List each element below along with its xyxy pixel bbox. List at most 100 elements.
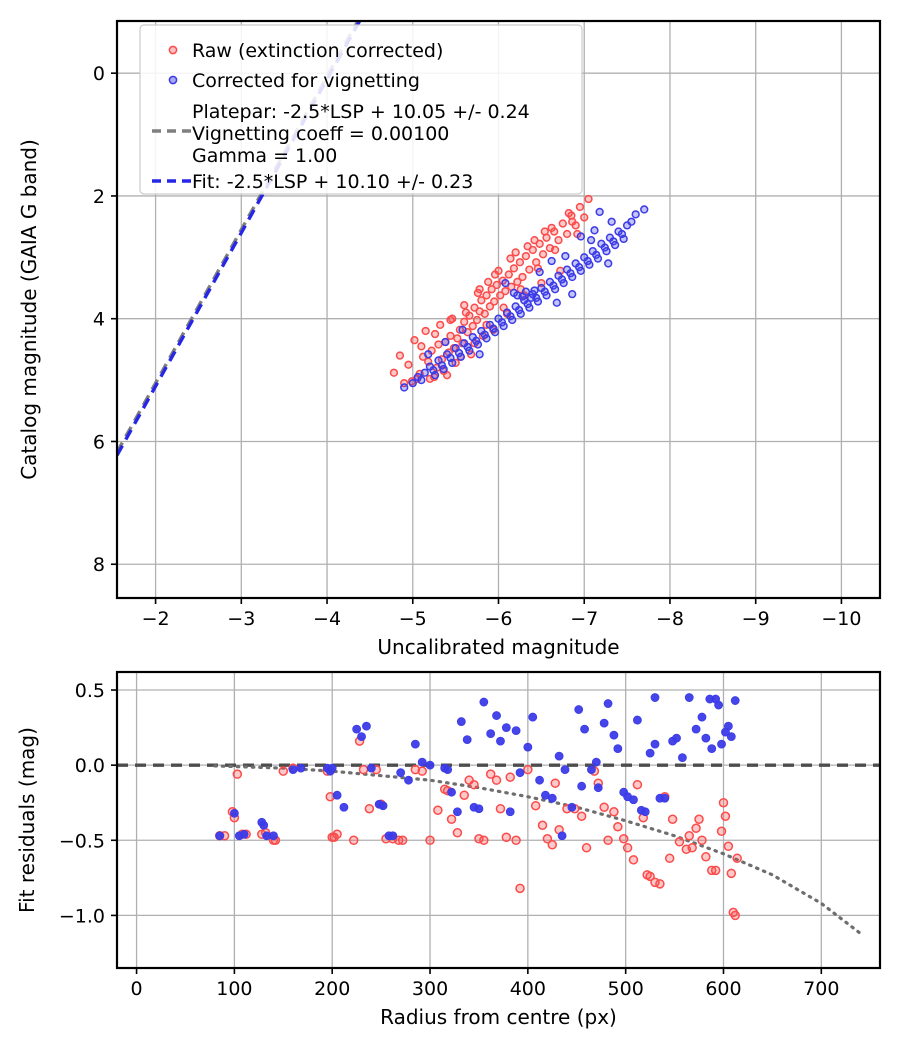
data-point bbox=[580, 213, 589, 222]
data-point bbox=[513, 277, 522, 287]
data-point bbox=[388, 831, 398, 841]
data-point bbox=[684, 831, 694, 841]
legend-label-gamma: Gamma = 1.00 bbox=[192, 145, 337, 167]
legend-label-vignetting-coeff: Vignetting coeff = 0.00100 bbox=[192, 123, 449, 145]
data-point bbox=[603, 699, 613, 708]
data-point bbox=[472, 336, 481, 345]
data-point bbox=[505, 772, 515, 782]
x-tick-label: −10 bbox=[821, 608, 861, 630]
gridlines bbox=[117, 672, 880, 968]
data-point bbox=[259, 820, 269, 830]
x-tick-label: 500 bbox=[608, 978, 644, 1000]
data-point bbox=[232, 769, 243, 779]
line-fit-2-5-lsp-10-10-0-23 bbox=[117, 21, 362, 457]
data-point bbox=[701, 852, 711, 862]
data-point bbox=[714, 700, 723, 710]
data-point bbox=[468, 321, 477, 331]
data-point bbox=[278, 766, 289, 776]
data-point bbox=[446, 353, 455, 363]
data-point bbox=[491, 775, 502, 785]
data-point bbox=[584, 194, 593, 204]
data-point bbox=[459, 790, 470, 800]
data-point bbox=[587, 765, 596, 775]
data-point bbox=[480, 309, 489, 318]
data-point bbox=[697, 835, 707, 846]
data-point bbox=[581, 843, 592, 853]
data-point bbox=[515, 258, 525, 267]
data-point bbox=[523, 742, 533, 752]
data-point bbox=[557, 831, 567, 841]
data-point bbox=[480, 330, 489, 339]
data-point bbox=[497, 318, 507, 327]
data-point bbox=[506, 312, 515, 321]
data-point bbox=[552, 298, 561, 307]
data-point bbox=[496, 736, 505, 746]
data-point bbox=[537, 820, 548, 831]
data-point bbox=[701, 733, 711, 743]
data-point bbox=[352, 724, 362, 734]
data-point bbox=[603, 835, 613, 846]
data-point bbox=[460, 301, 469, 310]
data-point bbox=[687, 843, 697, 853]
data-point bbox=[554, 235, 563, 245]
data-point bbox=[604, 259, 613, 268]
data-point bbox=[490, 270, 500, 279]
data-point bbox=[540, 287, 549, 296]
data-point bbox=[296, 763, 306, 773]
data-point bbox=[501, 723, 511, 732]
data-point bbox=[425, 835, 435, 846]
data-point bbox=[421, 326, 430, 336]
data-point bbox=[453, 807, 462, 817]
data-point bbox=[496, 291, 505, 300]
data-point bbox=[469, 779, 479, 790]
data-point bbox=[523, 242, 532, 251]
data-point bbox=[442, 371, 452, 380]
data-point bbox=[567, 802, 577, 812]
data-point bbox=[540, 227, 549, 236]
data-point bbox=[425, 760, 435, 770]
data-point bbox=[655, 879, 665, 889]
data-point bbox=[576, 811, 587, 821]
y-tick-label: 0.0 bbox=[75, 755, 105, 777]
data-point bbox=[547, 223, 556, 233]
data-point bbox=[640, 807, 650, 817]
legend-label-corrected: Corrected for vignetting bbox=[192, 70, 420, 92]
data-point bbox=[592, 250, 601, 260]
data-point bbox=[479, 835, 489, 846]
data-point bbox=[453, 334, 462, 343]
x-axis-label: Uncalibrated magnitude bbox=[377, 635, 619, 659]
data-point bbox=[501, 286, 510, 296]
data-point bbox=[631, 210, 640, 219]
data-point bbox=[443, 765, 453, 775]
data-point bbox=[613, 744, 623, 754]
data-point bbox=[674, 837, 685, 847]
data-point bbox=[486, 729, 496, 738]
data-point bbox=[577, 781, 587, 791]
data-point bbox=[707, 744, 717, 754]
data-point bbox=[723, 841, 734, 852]
data-point bbox=[458, 325, 467, 334]
data-point bbox=[726, 732, 736, 742]
data-point bbox=[538, 250, 548, 259]
data-point bbox=[511, 248, 520, 257]
data-point bbox=[717, 739, 726, 749]
data-point bbox=[660, 793, 670, 803]
y-tick-label: −0.5 bbox=[59, 830, 105, 852]
data-point bbox=[732, 853, 742, 864]
data-point bbox=[461, 308, 471, 317]
data-point bbox=[568, 217, 577, 226]
data-point bbox=[694, 814, 704, 824]
data-point bbox=[528, 712, 538, 722]
data-point bbox=[410, 739, 420, 749]
data-point bbox=[627, 217, 636, 226]
series-corrected-for-vignetting bbox=[215, 693, 740, 841]
data-point bbox=[430, 329, 440, 339]
data-point bbox=[550, 245, 560, 255]
data-point bbox=[447, 787, 456, 797]
data-point bbox=[726, 868, 737, 879]
data-point bbox=[664, 853, 675, 864]
data-point bbox=[575, 202, 585, 212]
data-point bbox=[501, 832, 512, 843]
data-point bbox=[600, 243, 609, 252]
data-point bbox=[645, 871, 655, 882]
